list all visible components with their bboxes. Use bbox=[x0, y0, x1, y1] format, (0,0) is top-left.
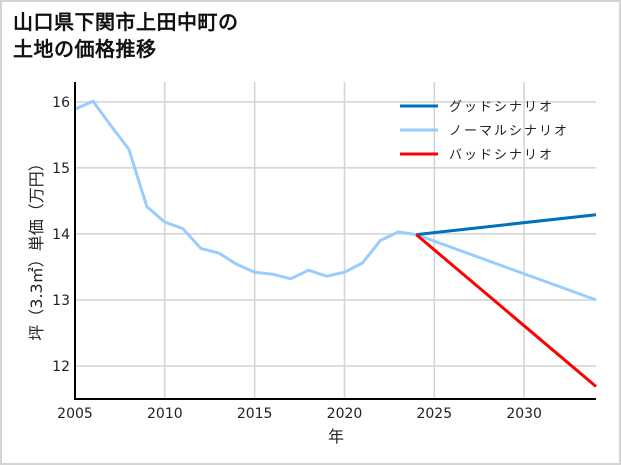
series-line bbox=[416, 213, 597, 237]
x-tick-label: 2025 bbox=[416, 406, 452, 422]
data-series bbox=[74, 99, 597, 388]
y-tick-label: 13 bbox=[52, 293, 70, 309]
x-tick-label: 2015 bbox=[237, 406, 273, 422]
legend-label: ノーマルシナリオ bbox=[449, 124, 569, 139]
y-axis-label: 坪（3.3㎡）単価（万円） bbox=[27, 155, 46, 340]
x-tick-label: 2005 bbox=[57, 406, 93, 422]
y-tick-label: 12 bbox=[52, 359, 70, 375]
chart-title: 山口県下関市上田中町の 土地の価格推移 bbox=[13, 9, 239, 63]
x-axis-label: 年 bbox=[328, 427, 344, 446]
y-tick-label: 15 bbox=[52, 161, 70, 177]
y-tick-label: 14 bbox=[52, 227, 70, 243]
x-tick-label: 2020 bbox=[327, 406, 363, 422]
chart-title-line1: 山口県下関市上田中町の bbox=[13, 10, 239, 34]
legend-label: グッドシナリオ bbox=[449, 100, 554, 115]
y-axis-ticks: 12 13 14 15 16 bbox=[52, 95, 70, 375]
x-tick-label: 2030 bbox=[506, 406, 542, 422]
series-line bbox=[74, 99, 597, 302]
chart-title-line2: 土地の価格推移 bbox=[13, 37, 157, 61]
y-tick-label: 16 bbox=[52, 95, 70, 111]
x-tick-label: 2010 bbox=[147, 406, 183, 422]
legend-label: バッドシナリオ bbox=[449, 148, 554, 163]
axes bbox=[74, 82, 596, 400]
x-axis-ticks: 2005 2010 2015 2020 2025 2030 bbox=[57, 406, 542, 422]
series-line bbox=[415, 233, 597, 388]
